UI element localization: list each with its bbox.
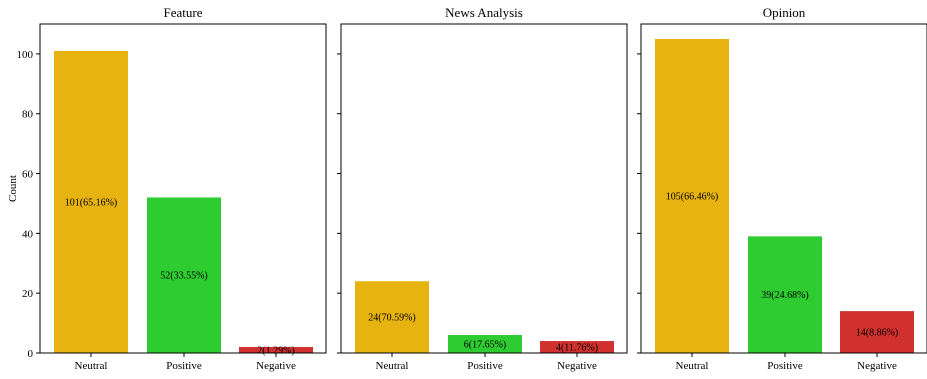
panel-frame-news-analysis [340, 23, 628, 354]
data-label-opinion-positive: 39(24.68%) [761, 290, 809, 301]
bar-feature-neutral [54, 50, 128, 353]
data-label-feature-negative: 2(1.29%) [257, 346, 295, 357]
data-label-feature-neutral: 101(65.16%) [65, 197, 118, 208]
panel-title-news-analysis: News Analysis [445, 5, 523, 20]
x-tick-label-feature-negative: Negative [256, 360, 296, 372]
y-tick-label-100: 100 [17, 49, 34, 61]
x-tick-label-opinion-neutral: Neutral [676, 360, 709, 372]
data-label-opinion-neutral: 105(66.46%) [666, 191, 719, 202]
x-tick-label-feature-neutral: Neutral [75, 360, 108, 372]
y-tick-label-40: 40 [22, 228, 34, 240]
x-tick-label-news-analysis-negative: Negative [557, 360, 597, 372]
x-tick-label-opinion-positive: Positive [767, 360, 803, 372]
panel-title-feature: Feature [164, 5, 203, 20]
bar-news-analysis-neutral [355, 281, 429, 353]
data-label-feature-positive: 52(33.55%) [160, 271, 208, 282]
bar-feature-positive [147, 197, 221, 353]
bar-opinion-neutral [655, 38, 729, 354]
y-tick-label-60: 60 [22, 169, 34, 181]
data-label-opinion-negative: 14(8.86%) [856, 328, 899, 339]
bar-news-analysis-negative [540, 341, 614, 353]
data-label-news-analysis-neutral: 24(70.59%) [368, 313, 416, 324]
bar-opinion-positive [748, 236, 822, 353]
x-tick-label-opinion-negative: Negative [857, 360, 897, 372]
bar-news-analysis-positive [448, 335, 522, 353]
x-tick-label-feature-positive: Positive [166, 360, 202, 372]
y-tick-label-80: 80 [22, 109, 34, 121]
bar-opinion-negative [840, 311, 914, 353]
x-tick-label-news-analysis-neutral: Neutral [376, 360, 409, 372]
data-label-news-analysis-negative: 4(11.76%) [556, 343, 598, 354]
y-tick-label-20: 20 [22, 288, 34, 300]
y-tick-label-0: 0 [28, 348, 34, 360]
x-tick-label-news-analysis-positive: Positive [467, 360, 503, 372]
panel-frame-opinion [640, 23, 927, 354]
panel-frame-feature [39, 23, 327, 354]
data-label-news-analysis-positive: 6(17.65%) [464, 340, 507, 351]
bar-feature-negative [239, 347, 313, 353]
panel-title-opinion: Opinion [763, 5, 806, 20]
y-axis-label: Count [7, 175, 19, 202]
